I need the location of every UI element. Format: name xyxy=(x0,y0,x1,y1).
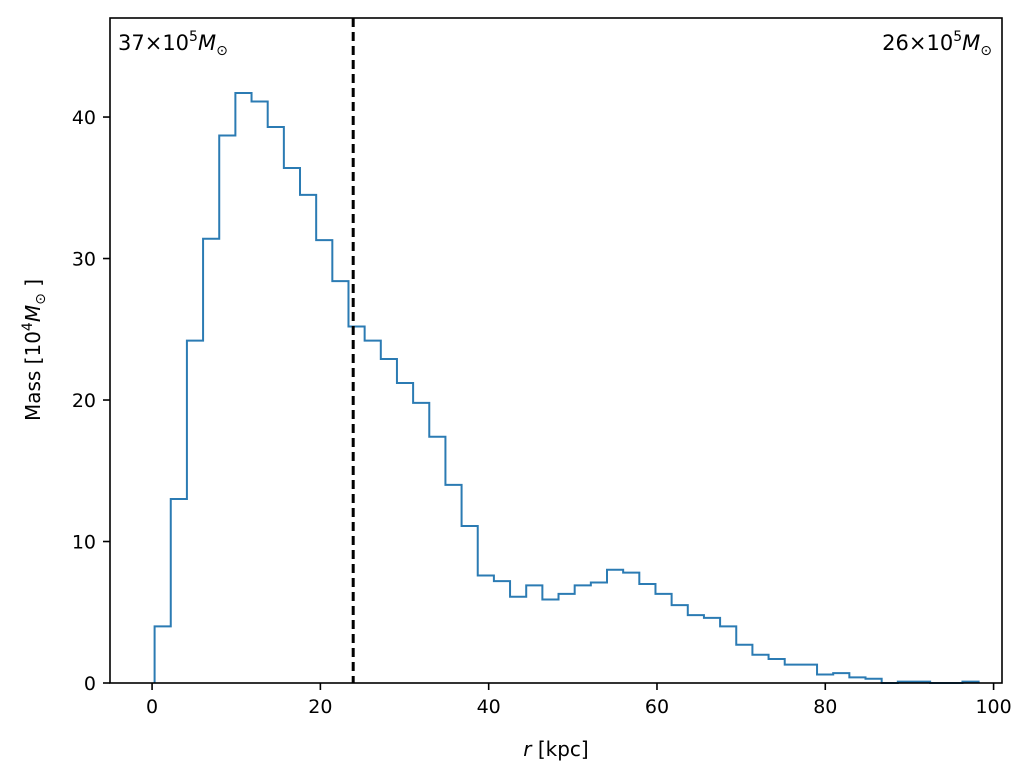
histogram-step-line xyxy=(153,91,980,684)
annotation-left-mass: 37×105M⊙ xyxy=(118,29,228,59)
y-axis-label: Mass [104M⊙ ] xyxy=(20,279,49,421)
x-tick-label: 0 xyxy=(146,696,158,718)
annotation-right-mass: 26×105M⊙ xyxy=(882,29,992,59)
x-tick-label: 40 xyxy=(477,696,501,718)
x-tick-label: 60 xyxy=(645,696,669,718)
x-axis-ticks: 0 20 40 60 80 100 xyxy=(146,683,1012,718)
x-tick-label: 80 xyxy=(813,696,837,718)
x-axis-label: r [kpc] xyxy=(523,737,588,761)
y-tick-label: 40 xyxy=(72,107,96,129)
y-tick-label: 30 xyxy=(72,249,96,271)
y-axis-ticks: 0 10 20 30 40 xyxy=(72,107,110,695)
y-tick-label: 0 xyxy=(84,673,96,695)
x-tick-label: 20 xyxy=(308,696,332,718)
y-tick-label: 10 xyxy=(72,532,96,554)
plot-area xyxy=(153,18,980,684)
x-tick-label: 100 xyxy=(975,696,1011,718)
y-tick-label: 20 xyxy=(72,390,96,412)
axes-frame xyxy=(109,17,1003,684)
